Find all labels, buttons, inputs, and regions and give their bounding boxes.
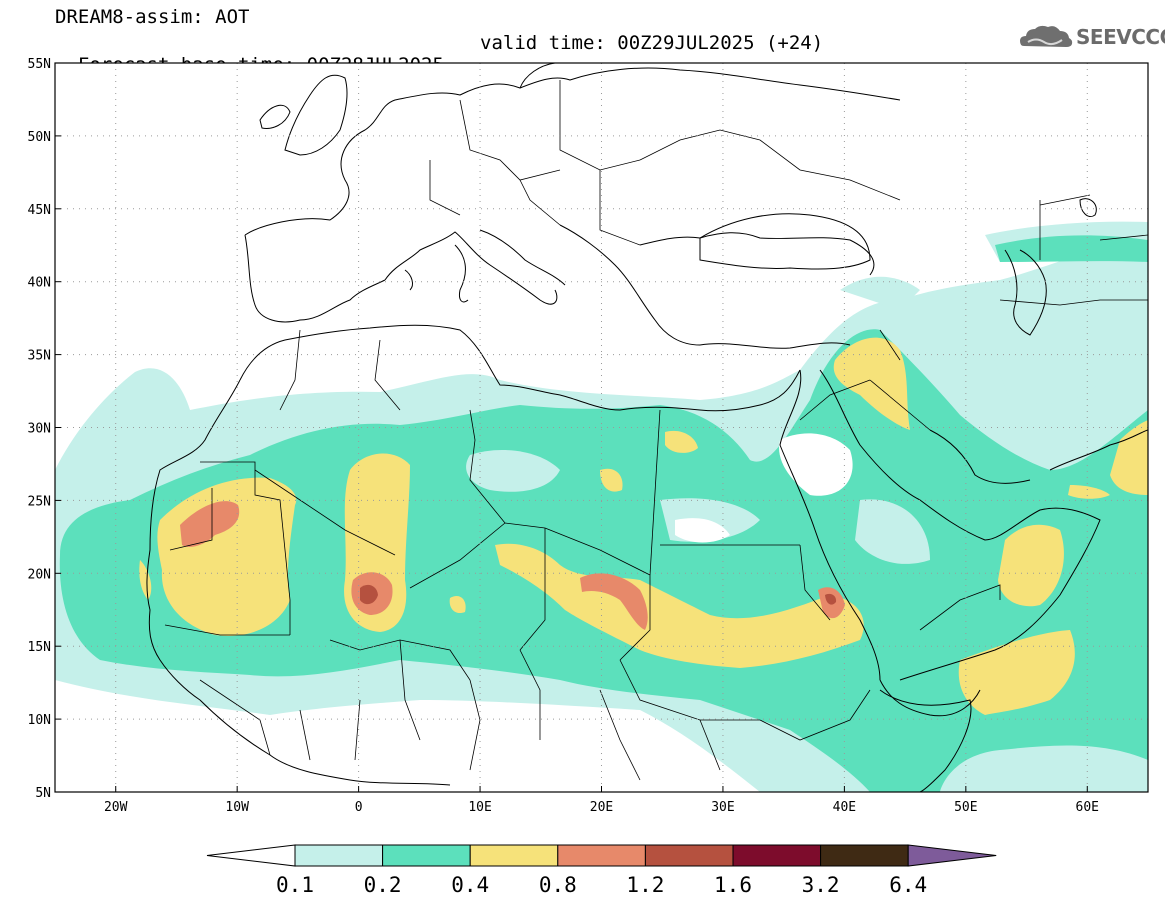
colorbar-bin	[557, 844, 646, 867]
lat-tick-label: 5N	[35, 786, 51, 801]
colorbar-bin	[294, 844, 384, 867]
cloud-icon	[1020, 25, 1073, 47]
colorbar-label: 1.2	[626, 873, 664, 897]
lat-tick-label: 20N	[28, 567, 51, 582]
lat-tick-label: 35N	[28, 349, 51, 364]
lon-tick-label: 40E	[833, 800, 856, 815]
colorbar-label: 0.2	[364, 873, 402, 897]
colorbar-label: 0.4	[451, 873, 489, 897]
colorbar-bin	[820, 844, 909, 867]
colorbar-label: 3.2	[802, 873, 840, 897]
lat-tick-label: 45N	[28, 203, 51, 218]
lat-tick-label: 40N	[28, 276, 51, 291]
valid-time-label: valid time: 00Z29JUL2025 (+24)	[480, 32, 824, 54]
colorbar-bin	[644, 844, 734, 867]
clean-air-gaps	[466, 349, 1100, 564]
aot-colorbar: 0.1 0.2 0.4 0.8 1.2 1.6 3.2 6.4	[206, 844, 997, 897]
lon-tick-label: 10E	[468, 800, 491, 815]
lon-tick-label: 0	[355, 800, 363, 815]
lat-tick-label: 25N	[28, 494, 51, 509]
map-axes: 20W 10W 0 10E 20E 30E 40E 50E 60E 55N 50N 45N 40N 35N…	[28, 57, 1100, 815]
lat-tick-label: 10N	[28, 713, 51, 728]
lon-tick-label: 30E	[711, 800, 734, 815]
colorbar-under-arrow	[206, 844, 296, 867]
lon-tick-label: 60E	[1076, 800, 1099, 815]
lon-tick-label: 50E	[954, 800, 977, 815]
colorbar-bin	[732, 844, 822, 867]
colorbar-label: 0.1	[276, 873, 314, 897]
country-borders	[164, 80, 1148, 781]
colorbar-bin	[382, 844, 471, 867]
colorbar-label: 1.6	[714, 873, 752, 897]
aot-field-0.2	[59, 235, 1148, 792]
aot-field-1.2	[360, 584, 837, 605]
clear-areas	[675, 433, 853, 543]
lon-tick-label: 10W	[225, 800, 249, 815]
colorbar-over-arrow	[907, 844, 997, 867]
colorbar-label: 0.8	[539, 873, 577, 897]
seevccc-logo: SEEVCCC	[1018, 22, 1165, 52]
lon-tick-label: 20E	[590, 800, 613, 815]
colorbar-label: 6.4	[889, 873, 927, 897]
lat-tick-label: 30N	[28, 422, 51, 437]
lat-tick-label: 55N	[28, 57, 51, 72]
coastlines	[146, 63, 1148, 792]
colorbar-bin	[469, 844, 559, 867]
graticule	[55, 63, 1148, 792]
logo-text: SEEVCCC	[1076, 25, 1165, 49]
lat-tick-label: 50N	[28, 130, 51, 145]
map-area	[55, 63, 1148, 792]
lat-tick-label: 15N	[28, 640, 51, 655]
map-title: DREAM8-assim: AOT	[55, 6, 250, 28]
lon-tick-label: 20W	[104, 800, 128, 815]
